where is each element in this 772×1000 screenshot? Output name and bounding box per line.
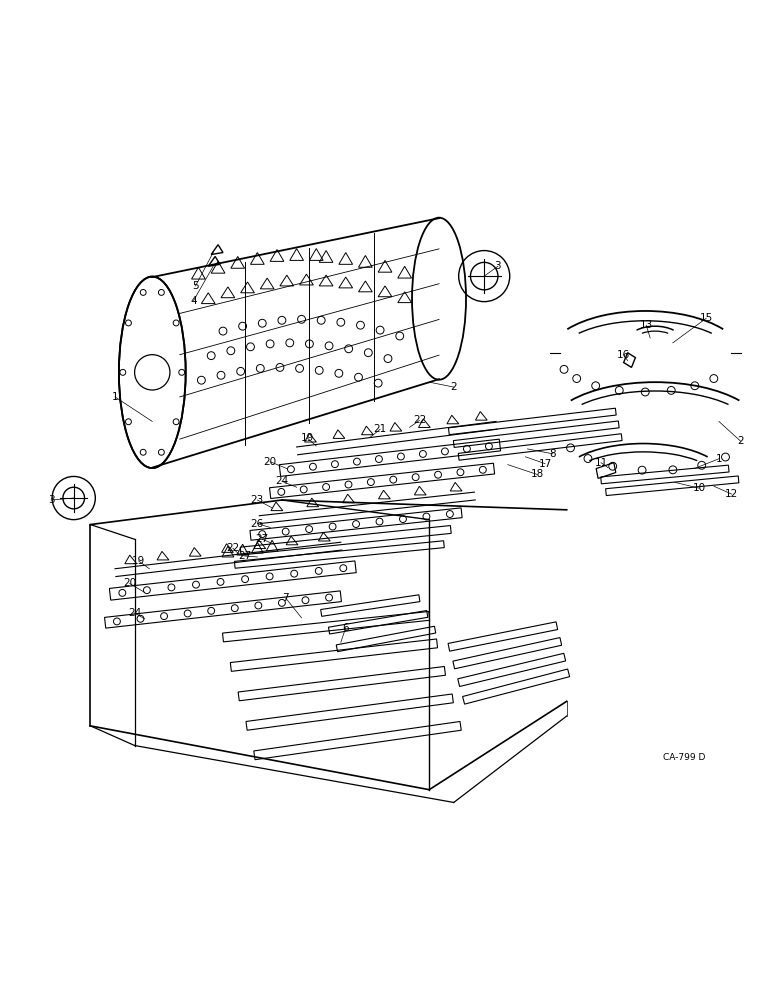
Circle shape [173, 419, 179, 425]
Circle shape [198, 376, 205, 384]
Text: 11: 11 [594, 458, 608, 468]
Text: 22: 22 [226, 543, 239, 553]
Text: 3: 3 [495, 261, 501, 271]
Text: 1: 1 [716, 454, 723, 464]
Circle shape [239, 322, 246, 330]
Circle shape [335, 369, 343, 377]
Text: 20: 20 [123, 578, 137, 588]
Circle shape [337, 318, 345, 326]
Circle shape [357, 321, 364, 329]
Circle shape [173, 320, 179, 326]
Circle shape [141, 289, 146, 295]
Text: 26: 26 [251, 519, 264, 529]
Circle shape [345, 345, 353, 353]
Text: 24: 24 [128, 608, 141, 618]
Circle shape [141, 449, 146, 455]
Circle shape [325, 342, 333, 350]
Text: 2: 2 [737, 436, 743, 446]
Circle shape [276, 364, 284, 371]
Text: 23: 23 [251, 495, 264, 505]
Circle shape [354, 373, 362, 381]
Circle shape [120, 369, 126, 375]
Text: 5: 5 [192, 281, 199, 291]
Circle shape [396, 332, 404, 340]
Text: 15: 15 [699, 313, 713, 323]
Circle shape [266, 340, 274, 348]
Text: 4: 4 [190, 296, 197, 306]
Circle shape [158, 289, 164, 295]
Text: 8: 8 [550, 449, 557, 459]
Text: 13: 13 [640, 320, 653, 330]
Circle shape [364, 349, 372, 357]
Circle shape [207, 352, 215, 360]
Text: 3: 3 [48, 495, 55, 505]
Circle shape [126, 320, 131, 326]
Text: CA-799 D: CA-799 D [663, 753, 706, 762]
Text: 24: 24 [276, 476, 289, 486]
Circle shape [384, 355, 392, 363]
Circle shape [259, 319, 266, 327]
Circle shape [237, 367, 245, 375]
Circle shape [296, 364, 303, 372]
Text: 6: 6 [343, 623, 349, 633]
Text: 27: 27 [256, 534, 269, 544]
Text: 17: 17 [538, 459, 552, 469]
Circle shape [227, 347, 235, 355]
Text: 18: 18 [530, 469, 543, 479]
Circle shape [179, 369, 185, 375]
Circle shape [219, 327, 227, 335]
Text: 19: 19 [301, 433, 314, 443]
Circle shape [246, 343, 255, 351]
Circle shape [217, 371, 225, 379]
Text: 16: 16 [617, 350, 630, 360]
Text: 22: 22 [413, 415, 426, 425]
Circle shape [306, 340, 313, 348]
Text: 19: 19 [132, 556, 145, 566]
Circle shape [126, 419, 131, 425]
Circle shape [298, 315, 306, 323]
Circle shape [286, 339, 293, 347]
Circle shape [256, 364, 264, 372]
Circle shape [158, 449, 164, 455]
Circle shape [278, 316, 286, 324]
Text: 7: 7 [283, 593, 290, 603]
Text: 2: 2 [450, 382, 457, 392]
Circle shape [317, 316, 325, 324]
Text: 12: 12 [725, 489, 738, 499]
Text: 21: 21 [374, 424, 387, 434]
Circle shape [374, 379, 382, 387]
Circle shape [315, 366, 323, 374]
Text: 1: 1 [112, 392, 118, 402]
Text: 27: 27 [238, 551, 251, 561]
Text: 20: 20 [263, 457, 276, 467]
Text: 10: 10 [692, 483, 706, 493]
Circle shape [376, 326, 384, 334]
